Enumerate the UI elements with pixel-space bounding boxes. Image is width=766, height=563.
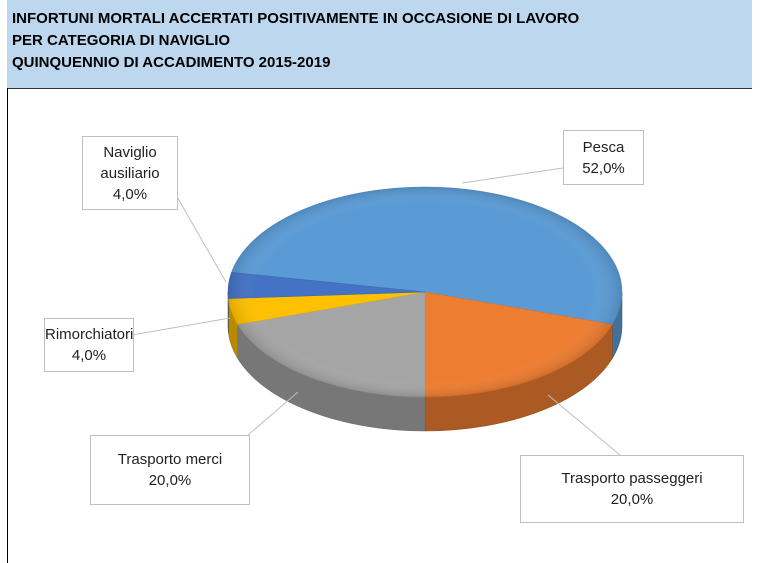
category-label: Pesca (582, 138, 625, 156)
leader-line (247, 391, 299, 436)
value-label: 4,0% (71, 347, 107, 364)
leader-line (547, 394, 621, 456)
category-label: Rimorchiatori (45, 326, 134, 343)
data-label: Trasporto merci 20,0% (90, 435, 250, 505)
leader-line (175, 194, 227, 283)
title-line: QUINQUENNIO DI ACCADIMENTO 2015-2019 (12, 54, 331, 71)
data-label: Rimorchiatori 4,0% (44, 318, 134, 372)
data-label: Pesca 52,0% (563, 130, 644, 185)
leader-line (461, 167, 564, 184)
category-label: Trasporto merci (117, 451, 223, 468)
data-label: Trasporto passeggeri 20,0% (520, 455, 744, 523)
category-label: Naviglio ausiliario (100, 143, 160, 182)
title-line: PER CATEGORIA DI NAVIGLIO (12, 32, 231, 49)
header: INFORTUNI MORTALI ACCERTATI POSITIVAMENT… (7, 0, 752, 89)
title-line: INFORTUNI MORTALI ACCERTATI POSITIVAMENT… (12, 10, 580, 27)
leader-line (131, 317, 231, 336)
category-label: Trasporto passeggeri (561, 470, 703, 487)
value-label: 52,0% (582, 159, 625, 177)
value-label: 20,0% (148, 472, 192, 489)
value-label: 4,0% (112, 185, 148, 203)
data-label: Naviglio ausiliario 4,0% (82, 136, 178, 210)
pie-shade (228, 187, 622, 397)
value-label: 20,0% (610, 491, 654, 508)
border (7, 88, 8, 563)
